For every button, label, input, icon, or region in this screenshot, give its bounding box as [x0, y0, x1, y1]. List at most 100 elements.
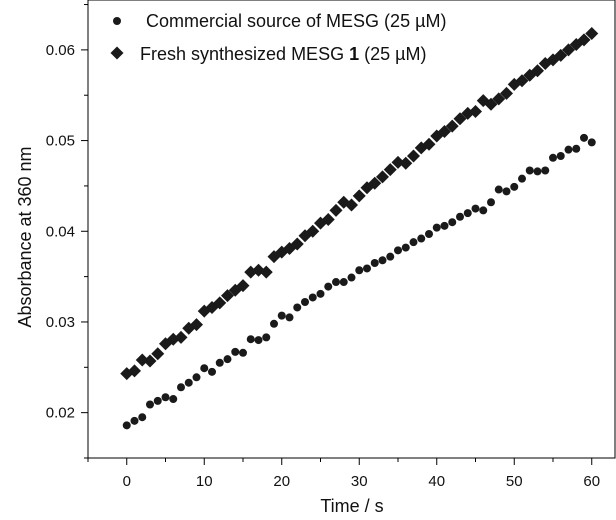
data-point [376, 170, 389, 184]
data-point [200, 364, 209, 373]
data-point [456, 212, 464, 221]
data-point [494, 185, 503, 194]
data-point [316, 289, 325, 298]
data-point [259, 265, 273, 279]
legend-label-fresh: Fresh synthesized MESG 1 (25 µM) [140, 44, 426, 64]
data-point [515, 74, 529, 88]
data-point [541, 166, 550, 175]
data-point [128, 364, 141, 378]
data-point [308, 293, 317, 302]
data-point [130, 416, 139, 425]
data-point [401, 243, 410, 252]
data-point [564, 145, 573, 154]
data-point [221, 289, 234, 303]
data-point [151, 347, 165, 361]
legend-marker-fresh [110, 46, 124, 60]
y-tick-label: 0.05 [46, 133, 75, 150]
data-point [290, 237, 304, 251]
x-tick-label: 10 [196, 473, 213, 490]
data-point [453, 112, 467, 126]
data-point [445, 119, 459, 133]
data-point [577, 33, 591, 47]
legend-dot-icon [113, 17, 121, 25]
data-point [339, 278, 348, 287]
x-tick-label: 50 [506, 473, 523, 490]
legend-label-commercial: Commercial source of MESG (25 µM) [146, 11, 446, 31]
data-point [386, 252, 395, 261]
legend: Commercial source of MESG (25 µM) Fresh … [110, 11, 446, 64]
data-point [368, 176, 382, 190]
data-point [572, 144, 581, 153]
y-tick-label: 0.03 [46, 314, 75, 331]
data-point [332, 278, 340, 287]
data-point [213, 296, 227, 310]
data-point [169, 395, 178, 404]
data-point [378, 256, 387, 265]
data-point [425, 229, 433, 238]
data-point [231, 347, 240, 356]
data-point [122, 421, 131, 430]
data-point [407, 149, 420, 163]
data-point [469, 105, 482, 119]
data-point [321, 212, 335, 226]
data-point [285, 313, 294, 322]
data-point [394, 246, 402, 255]
legend-marker-commercial [113, 17, 121, 25]
data-point [161, 393, 170, 402]
data-point [556, 151, 565, 160]
data-point [525, 166, 534, 175]
data-point [329, 203, 343, 217]
legend-label-fresh-prefix: Fresh synthesized MESG [140, 44, 349, 64]
data-point [153, 396, 162, 405]
data-point [306, 224, 320, 238]
x-tick-label: 40 [428, 473, 445, 490]
x-tick-label: 0 [123, 473, 131, 490]
data-point [270, 319, 278, 328]
y-axis-title: Absorbance at 360 nm [15, 146, 35, 327]
data-point [549, 153, 557, 162]
series-fresh [120, 27, 599, 381]
data-point [585, 27, 599, 41]
data-point [192, 373, 201, 382]
data-point [438, 125, 451, 139]
data-point [370, 259, 379, 268]
data-point [417, 234, 426, 243]
data-point [440, 221, 449, 230]
data-point [510, 182, 519, 191]
data-point [239, 348, 247, 357]
data-point [355, 266, 364, 275]
data-point [432, 223, 441, 232]
data-point [363, 264, 371, 273]
legend-diamond-icon [110, 46, 124, 60]
data-point [352, 189, 366, 203]
data-point [463, 209, 472, 218]
series-commercial [122, 133, 596, 430]
data-point [484, 97, 498, 111]
data-point [223, 355, 232, 364]
data-point [399, 156, 413, 170]
data-point [531, 64, 544, 78]
data-point [479, 206, 488, 215]
data-point [391, 155, 405, 169]
data-point [293, 303, 302, 312]
series-layer [120, 27, 599, 430]
data-point [448, 218, 457, 227]
data-point [277, 311, 286, 320]
x-tick-label: 30 [351, 473, 368, 490]
y-tick-label: 0.06 [46, 42, 75, 59]
x-tick-label: 20 [273, 473, 290, 490]
data-point [422, 137, 436, 151]
legend-label-fresh-bold: 1 [349, 44, 359, 64]
data-point [146, 400, 154, 409]
data-point [533, 167, 542, 176]
data-point [324, 282, 333, 291]
data-point [190, 318, 203, 332]
data-point [135, 353, 149, 367]
data-point [254, 336, 263, 345]
legend-label-fresh-suffix: (25 µM) [359, 44, 426, 64]
data-point [562, 43, 575, 57]
data-point [246, 335, 255, 344]
data-point [580, 133, 588, 142]
data-point [184, 378, 193, 387]
